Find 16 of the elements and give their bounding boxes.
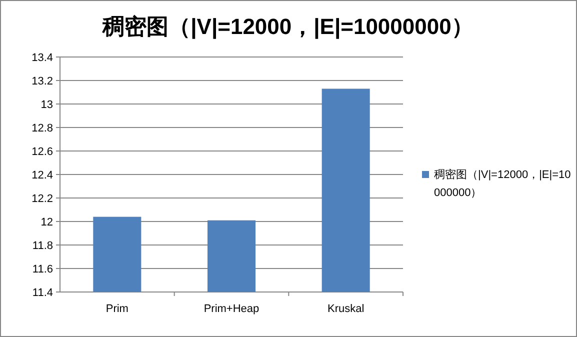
y-tick-label: 11.4 [32, 287, 53, 299]
x-tick-label: Kruskal [327, 303, 364, 315]
x-tick-label: Prim [106, 303, 128, 315]
y-tick-label: 13.2 [32, 76, 53, 88]
y-tick-label: 11.6 [32, 264, 53, 276]
y-tick-label: 11.8 [32, 240, 53, 252]
y-tick-label: 12.6 [32, 146, 53, 158]
x-tick-label: Prim+Heap [204, 303, 260, 315]
y-tick-label: 12 [40, 216, 53, 228]
y-tick-label: 13 [40, 99, 53, 111]
y-tick-label: 12.8 [32, 122, 53, 134]
y-tick-label: 12.4 [32, 170, 53, 182]
chart-title: 稠密图（|V|=12000，|E|=10000000） [102, 14, 474, 39]
y-tick-label: 13.4 [32, 52, 53, 64]
legend-label: 稠密图（|V|=12000，|E|=10000000） [434, 168, 571, 199]
y-tick-label: 12.2 [32, 193, 53, 205]
